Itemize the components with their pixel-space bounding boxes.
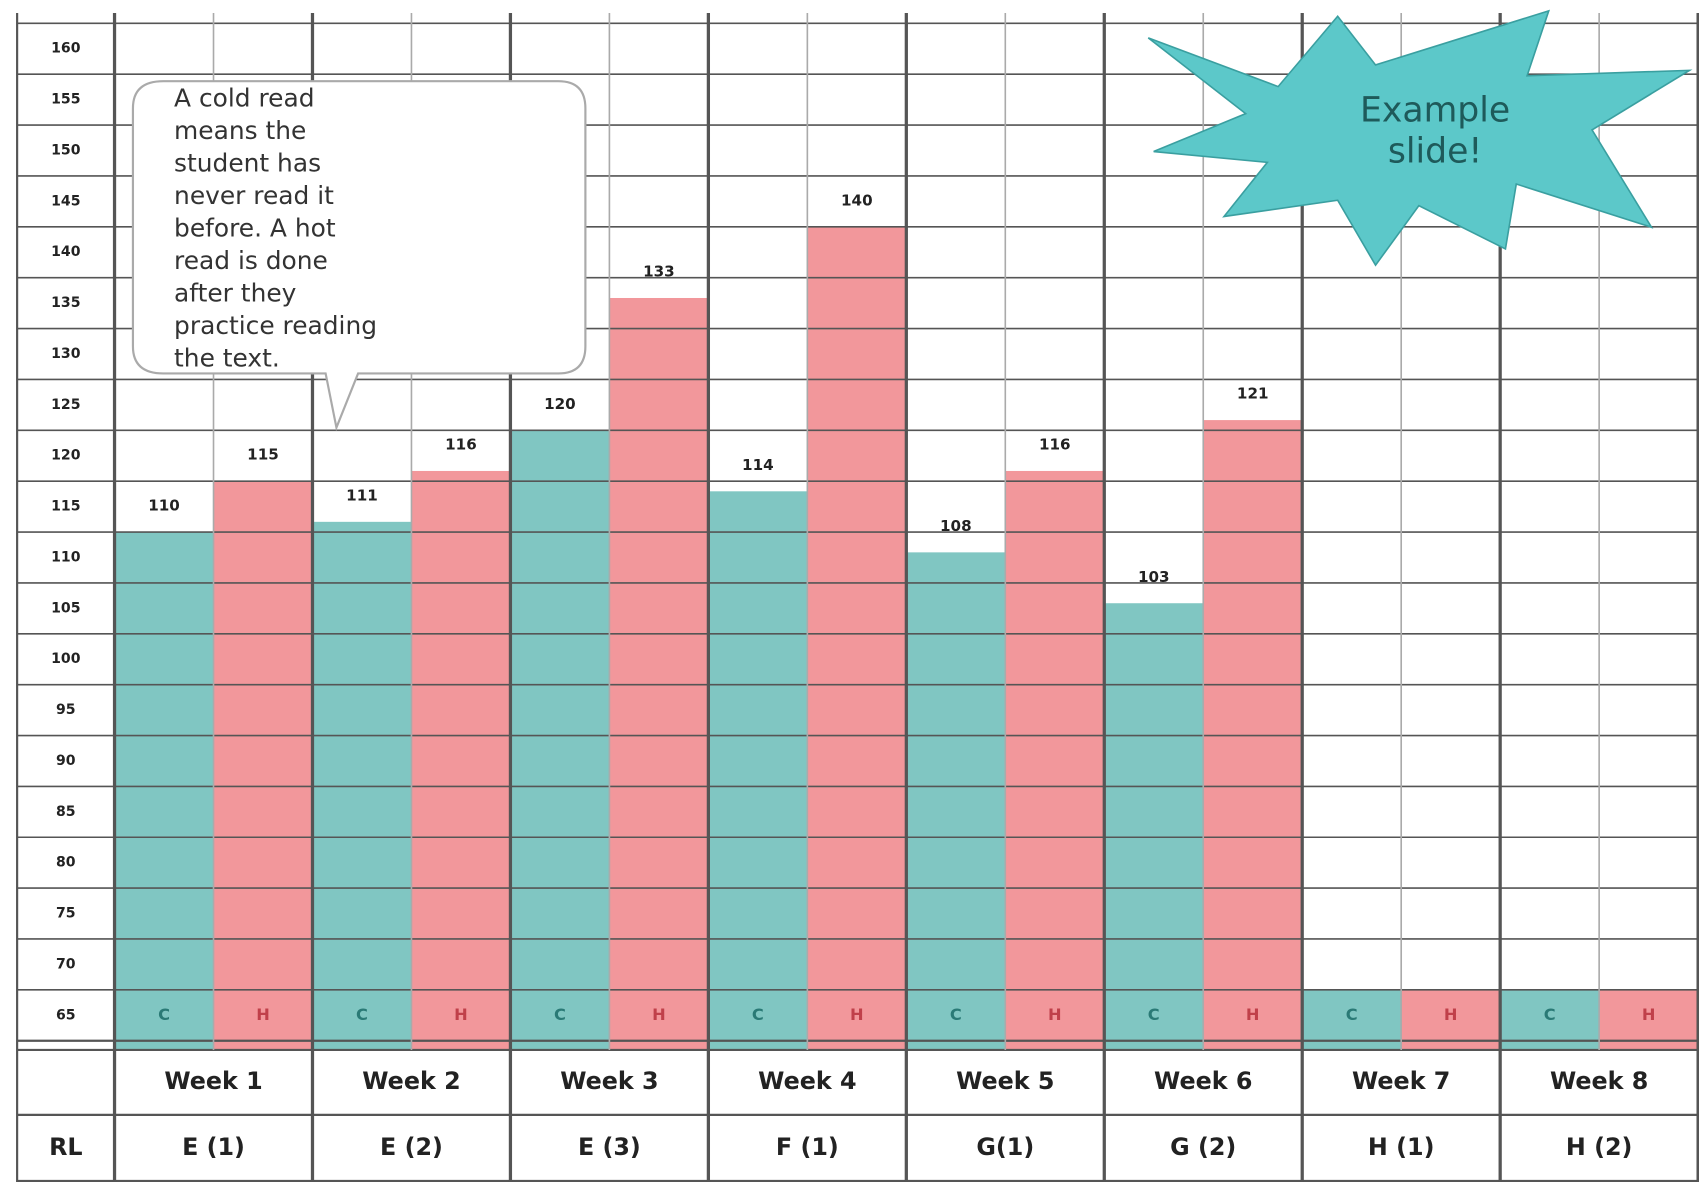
x-tick-label: Week 5 — [956, 1067, 1054, 1095]
y-tick-label: 105 — [51, 600, 80, 616]
reading-level: E (2) — [380, 1133, 443, 1161]
x-tick-label: Week 2 — [362, 1067, 460, 1095]
annotation-line: read is done — [174, 246, 328, 275]
y-tick-label: 155 — [51, 92, 80, 108]
bar — [510, 430, 610, 1050]
series-label: C — [554, 1005, 566, 1024]
value-label: 114 — [742, 456, 774, 474]
y-tick-label: 120 — [51, 448, 81, 464]
series-label: H — [256, 1005, 270, 1024]
series-label: C — [950, 1005, 962, 1024]
y-tick-label: 110 — [51, 549, 81, 565]
row-header: RL — [49, 1133, 82, 1161]
y-tick-label: 70 — [56, 956, 76, 972]
y-tick-label: 150 — [51, 142, 81, 158]
annotation-line: student has — [174, 149, 321, 178]
y-tick-label: 115 — [51, 499, 80, 515]
y-tick-label: 130 — [51, 346, 81, 362]
annotation-line: after they — [174, 278, 296, 307]
x-tick-label: Week 6 — [1154, 1067, 1252, 1095]
bar — [807, 226, 907, 1050]
annotation-line: Example — [1360, 90, 1510, 130]
reading-level: G(1) — [976, 1133, 1034, 1161]
value-label: 103 — [1138, 568, 1170, 586]
bar — [708, 491, 808, 1050]
value-label: 116 — [1039, 435, 1071, 453]
series-label: H — [1444, 1005, 1458, 1024]
y-tick-label: 145 — [51, 193, 80, 209]
y-tick-label: 80 — [56, 855, 76, 871]
y-tick-label: 95 — [56, 702, 76, 718]
labels: C 110 H 115 Week 1 E (1) C 111 H 116 Week 2 E (2) C 1… — [49, 41, 1655, 1161]
value-label: 115 — [247, 446, 279, 464]
y-tick-label: 140 — [51, 244, 81, 260]
reading-level: E (3) — [578, 1133, 641, 1161]
x-tick-label: Week 7 — [1352, 1067, 1450, 1095]
callout-text: A cold read means the student has never rea… — [174, 84, 377, 373]
bars — [114, 226, 1303, 1050]
bar — [609, 297, 709, 1050]
bar — [114, 532, 214, 1050]
reading-level: G (2) — [1170, 1133, 1236, 1161]
reading-level: H (1) — [1368, 1133, 1435, 1161]
value-label: 108 — [940, 517, 972, 535]
bar — [1005, 470, 1105, 1050]
y-tick-label: 65 — [56, 1007, 76, 1023]
x-tick-label: Week 3 — [560, 1067, 658, 1095]
y-tick-label: 135 — [51, 295, 80, 311]
bar — [213, 481, 313, 1050]
reading-level: H (2) — [1566, 1133, 1633, 1161]
value-label: 111 — [346, 486, 378, 504]
value-label: 116 — [445, 435, 477, 453]
series-label: H — [1048, 1005, 1062, 1024]
bar — [411, 470, 511, 1050]
series-label: C — [356, 1005, 368, 1024]
value-label: 110 — [148, 497, 180, 515]
annotation-line: before. A hot — [174, 213, 336, 242]
reading-level: F (1) — [776, 1133, 839, 1161]
series-label: C — [1148, 1005, 1160, 1024]
y-tick-label: 100 — [51, 651, 81, 667]
x-tick-label: Week 1 — [164, 1067, 262, 1095]
x-tick-label: Week 4 — [758, 1067, 856, 1095]
series-label: C — [158, 1005, 170, 1024]
series-label: H — [652, 1005, 666, 1024]
series-label: H — [454, 1005, 468, 1024]
value-label: 121 — [1237, 385, 1269, 403]
y-tick-label: 75 — [56, 906, 76, 922]
annotation-line: practice reading — [174, 311, 377, 340]
value-label: 133 — [643, 263, 675, 281]
annotation-line: never read it — [174, 181, 334, 210]
series-label: H — [1246, 1005, 1260, 1024]
series-label: H — [1642, 1005, 1656, 1024]
annotations: A cold read means the student has never rea… — [131, 9, 1693, 432]
bar — [906, 552, 1006, 1050]
value-label: 120 — [544, 395, 576, 413]
value-label: 140 — [841, 191, 873, 209]
y-tick-label: 160 — [51, 41, 81, 57]
series-label: C — [1346, 1005, 1358, 1024]
bar — [1104, 603, 1204, 1050]
series-label: H — [850, 1005, 864, 1024]
y-tick-label: 85 — [56, 804, 76, 820]
callout-bubble — [131, 80, 587, 432]
starburst — [1147, 9, 1693, 267]
annotation-line: means the — [174, 116, 306, 145]
annotation-line: the text. — [174, 343, 280, 372]
series-label: C — [1544, 1005, 1556, 1024]
x-tick-label: Week 8 — [1550, 1067, 1648, 1095]
reading-level: E (1) — [182, 1133, 245, 1161]
starburst-text: Example slide! — [1360, 90, 1510, 171]
annotation-line: slide! — [1388, 132, 1482, 172]
y-tick-label: 90 — [56, 753, 76, 769]
series-label: C — [752, 1005, 764, 1024]
y-tick-label: 125 — [51, 397, 80, 413]
annotation-line: A cold read — [174, 84, 314, 113]
